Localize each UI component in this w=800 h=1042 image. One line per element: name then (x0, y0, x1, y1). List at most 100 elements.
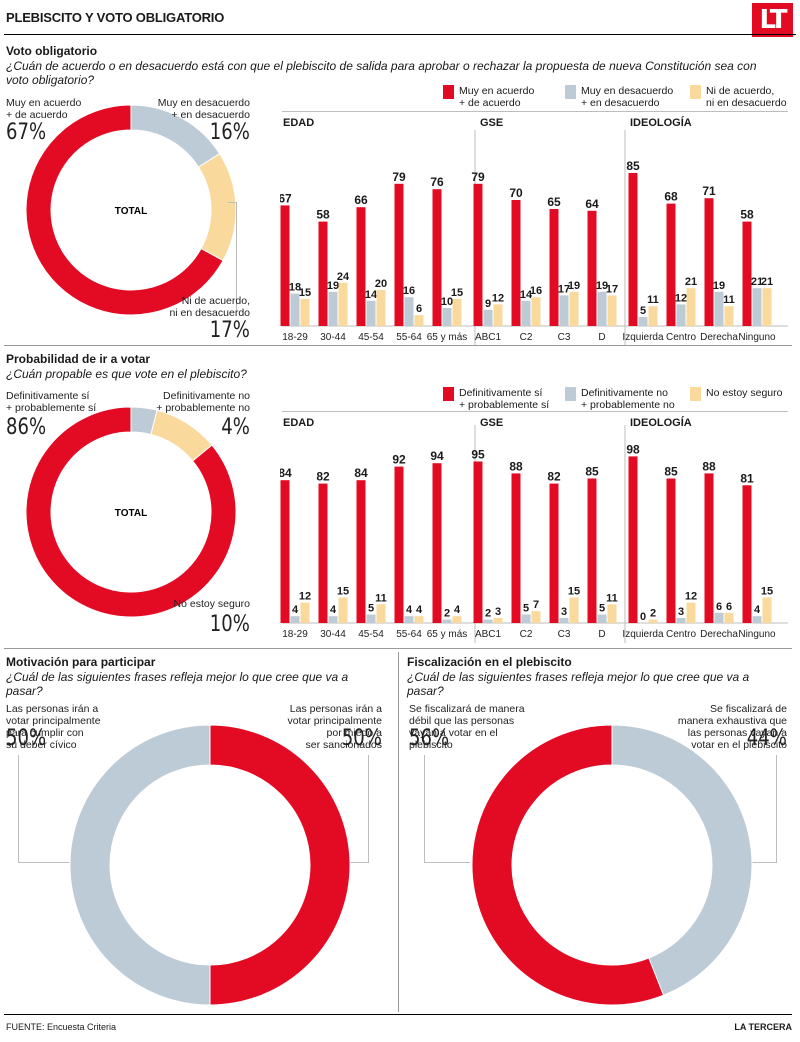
chart1-value-8-1: 19 (596, 280, 608, 292)
section1-donut: TOTAL (25, 104, 237, 316)
header-rule (4, 34, 796, 35)
chart1-bar-8-1 (597, 291, 607, 326)
chart1-bar-1-2 (338, 282, 348, 326)
chart1-bar-6-0 (511, 200, 521, 326)
chart1-value-3-2: 6 (416, 303, 422, 315)
motivacion-connector-right-h (348, 862, 369, 863)
chart2-category-label-8: D (598, 629, 605, 640)
chart1-bar-7-0 (549, 209, 559, 326)
chart2-bar-2-2 (376, 604, 386, 623)
chart1-bar-3-1 (404, 297, 414, 326)
legend2-label-0: Definitivamente sí + probablemente sí (459, 387, 550, 411)
chart1-bar-3-0 (394, 183, 404, 326)
chart1-value-11-2: 11 (723, 294, 735, 306)
bottom-vertical-divider (398, 652, 399, 1012)
section3-question: ¿Cuál de las siguientes frases refleja m… (6, 670, 349, 698)
chart2-bar-6-1 (521, 614, 531, 623)
chart2-bar-6-0 (511, 473, 521, 623)
chart1-bar-0-2 (300, 299, 310, 326)
chart2-bar-12-2 (762, 597, 772, 623)
donut3-slice-1 (69, 724, 211, 1006)
chart1-bar-2-0 (356, 207, 366, 326)
chart2-bar-4-2 (452, 616, 462, 623)
chart1-bar-6-1 (521, 300, 531, 326)
chart1-bar-2-1 (366, 300, 376, 326)
chart2-bar-3-1 (404, 616, 414, 623)
fiscalizacion-connector-left (424, 755, 425, 863)
chart1-bar-5-2 (493, 304, 503, 326)
chart2-value-2-1: 5 (368, 603, 374, 615)
legend2-label-1: Definitivamente no + probablemente no (581, 387, 675, 411)
chart1-bar-0-0 (280, 205, 290, 326)
chart2-value-0-1: 4 (292, 604, 299, 616)
chart2-bar-11-2 (724, 612, 734, 623)
section1-divider (4, 345, 792, 346)
chart1-bar-10-0 (666, 203, 676, 326)
chart1-value-8-0: 64 (585, 197, 599, 211)
chart1-bar-12-1 (752, 288, 762, 326)
section2-donut: TOTAL (25, 406, 237, 618)
section2-divider (4, 648, 792, 649)
motivacion-right-label: Las personas irán a votar principalmente… (287, 703, 382, 751)
chart2-value-3-2: 4 (416, 604, 423, 616)
chart2-value-2-2: 11 (375, 592, 387, 604)
chart1-value-0-1: 18 (289, 282, 301, 294)
donut1-connector (236, 202, 237, 312)
chart2-value-5-1: 2 (485, 608, 491, 620)
chart2-bar-0-2 (300, 602, 310, 623)
chart1-category-label-9: Izquierda (622, 332, 664, 343)
chart1-bar-12-2 (762, 288, 772, 326)
legend1-label-2: Ni de acuerdo, ni en desacuerdo (706, 85, 787, 109)
chart1-value-2-0: 66 (354, 193, 368, 207)
chart2-value-12-2: 15 (761, 586, 773, 598)
la-tercera-logo: LT (752, 3, 793, 37)
chart2-value-10-0: 85 (664, 465, 678, 479)
chart2-value-5-0: 95 (471, 448, 485, 462)
chart1-category-label-10: Centro (666, 332, 696, 343)
donut2-label-1: Definitivamente no + probablemente no (156, 390, 250, 414)
chart2-value-1-1: 4 (330, 604, 337, 616)
chart1-bar-1-1 (328, 291, 338, 326)
section4-question: ¿Cuál de las siguientes frases refleja m… (407, 670, 750, 698)
motivacion-connector-left (18, 755, 19, 863)
chart2-value-5-2: 3 (495, 606, 501, 618)
chart1-category-label-11: Derecha (700, 332, 738, 343)
section2-title: Probabilidad de ir a votar (6, 352, 151, 366)
chart2-value-4-2: 4 (454, 604, 461, 616)
legend2-swatch-2 (690, 387, 701, 401)
chart1-bar-6-2 (531, 297, 541, 326)
chart1-value-5-0: 79 (471, 170, 485, 184)
section1-title: Voto obligatorio (6, 44, 98, 58)
chart2-bar-12-1 (752, 616, 762, 623)
chart1-value-10-2: 21 (685, 276, 697, 288)
chart2-bar-4-0 (432, 463, 442, 623)
chart1-category-label-1: 30-44 (320, 332, 346, 343)
chart1-value-7-1: 17 (558, 283, 570, 295)
chart2-bar-8-1 (597, 614, 607, 623)
chart2-group-ideologia: IDEOLOGÍA (630, 417, 692, 429)
chart1-bar-11-1 (714, 291, 724, 326)
fiscalizacion-connector-right (776, 755, 777, 863)
section4-title: Fiscalización en el plebiscito (407, 655, 572, 669)
legend1-swatch-2 (690, 85, 701, 99)
section1-question: ¿Cuán de acuerdo o en desacuerdo está co… (6, 59, 757, 87)
donut1-slice-1 (197, 153, 237, 262)
chart2-category-label-2: 45-54 (358, 629, 384, 640)
chart2-bar-8-0 (587, 478, 597, 623)
chart1-value-4-2: 15 (451, 287, 463, 299)
chart1-value-6-0: 70 (509, 186, 523, 200)
chart2-value-6-2: 7 (533, 599, 539, 611)
chart2-value-7-0: 82 (547, 470, 561, 484)
chart2-category-label-1: 30-44 (320, 629, 346, 640)
chart1-bar-12-0 (742, 221, 752, 326)
chart1-category-label-8: D (598, 332, 605, 343)
motivacion-right-pct: 50% (341, 726, 382, 751)
chart1-value-10-0: 68 (664, 190, 678, 204)
chart1-bar-3-2 (414, 315, 424, 326)
chart2-value-9-1: 0 (640, 611, 646, 623)
fiscalizacion-left-label: Se fiscalizará de manera débil que las p… (409, 703, 525, 751)
section2-question: ¿Cuán propable es que vote en el plebisc… (6, 367, 247, 381)
donut4-slice-0 (611, 724, 753, 996)
chart2-category-label-7: C3 (558, 629, 571, 640)
chart2-value-8-2: 11 (606, 592, 618, 604)
